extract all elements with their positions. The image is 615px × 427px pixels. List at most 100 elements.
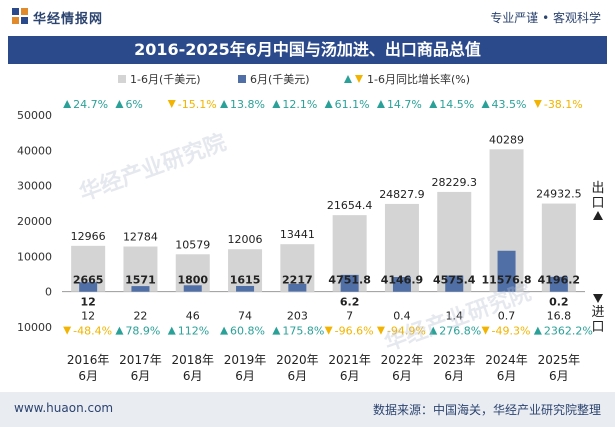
export-monthly-label: 1800	[177, 274, 208, 287]
export-growth-label: 14.5%	[439, 98, 474, 111]
export-cumulative-label: 24932.5	[536, 188, 582, 201]
import-growth-label: 60.8%	[230, 325, 265, 338]
growth-up-arrow-icon	[63, 100, 72, 108]
growth-up-arrow-icon	[429, 100, 438, 108]
export-monthly-bar	[131, 286, 150, 292]
export-growth-label: 13.8%	[230, 98, 265, 111]
import-cumulative-label: 1.4	[446, 310, 464, 323]
import-growth-label: 175.8%	[282, 325, 324, 338]
export-growth-label: -38.1%	[544, 98, 583, 111]
export-cumulative-bar	[437, 191, 472, 292]
y-tick-label: 10000	[17, 321, 52, 334]
legend-swatch-monthly	[238, 75, 246, 83]
x-tick-label: 6月	[183, 369, 203, 383]
export-growth-label: 6%	[125, 98, 142, 111]
data-source: 数据来源：中国海关，华经产业研究院整理	[372, 403, 601, 417]
export-monthly-label: 4751.8	[328, 274, 370, 287]
import-growth-label: 112%	[178, 325, 209, 338]
y-tick-label: 30000	[17, 180, 52, 193]
growth-up-arrow-icon	[220, 100, 229, 108]
import-cumulative-label: 46	[186, 310, 200, 323]
export-monthly-bar	[549, 276, 568, 292]
growth-up-arrow-icon	[272, 100, 281, 108]
legend-swatch-cumulative	[118, 75, 126, 83]
import-growth-label: 2362.2%	[544, 325, 593, 338]
x-tick-label: 6月	[444, 369, 464, 383]
export-cumulative-bar	[123, 246, 158, 292]
x-tick-label: 2023年	[433, 353, 476, 367]
legend-up-arrow-icon	[344, 75, 352, 83]
export-cumulative-label: 21654.4	[327, 199, 373, 212]
growth-down-arrow-icon	[533, 100, 542, 108]
import-side-label: 口	[591, 320, 604, 335]
import-growth-label: -96.6%	[335, 325, 374, 338]
footer: www.huaon.com 数据来源：中国海关，华经产业研究院整理	[0, 392, 615, 427]
export-cumulative-label: 12006	[228, 233, 263, 246]
x-tick-label: 6月	[497, 369, 517, 383]
export-monthly-bar	[340, 274, 359, 292]
import-cumulative-label: 16.8	[547, 310, 572, 323]
export-monthly-label: 4575.4	[433, 274, 476, 287]
x-tick-label: 2022年	[381, 353, 424, 367]
export-growth-label: 61.1%	[335, 98, 370, 111]
legend-label-cumulative: 1-6月(千美元)	[130, 73, 201, 86]
growth-up-arrow-icon	[324, 100, 333, 108]
export-side-label: 口	[591, 196, 604, 211]
export-cumulative-label: 40289	[489, 133, 524, 146]
x-tick-label: 6月	[549, 369, 569, 383]
legend-label-monthly: 6月(千美元)	[250, 73, 310, 86]
growth-up-arrow-icon	[272, 326, 281, 335]
export-monthly-bar	[236, 285, 255, 292]
export-cumulative-label: 24827.9	[379, 188, 425, 201]
x-tick-label: 2019年	[224, 353, 267, 367]
growth-up-arrow-icon	[220, 326, 229, 335]
y-tick-label: 40000	[17, 144, 52, 157]
growth-down-arrow-icon	[481, 326, 490, 335]
x-tick-label: 2025年	[538, 353, 581, 367]
x-tick-label: 6月	[288, 369, 308, 383]
y-tick-label: 10000	[17, 250, 52, 263]
x-tick-label: 6月	[131, 369, 151, 383]
import-monthly-label: 6.2	[340, 296, 360, 309]
export-monthly-label: 11576.8	[481, 274, 531, 287]
export-monthly-bar	[288, 283, 307, 292]
export-monthly-bar	[183, 285, 202, 292]
growth-up-arrow-icon	[115, 100, 124, 108]
growth-up-arrow-icon	[115, 326, 124, 335]
export-growth-label: 24.7%	[73, 98, 108, 111]
x-tick-label: 2017年	[119, 353, 162, 367]
y-tick-label: 20000	[17, 215, 52, 228]
import-cumulative-label: 22	[133, 310, 147, 323]
import-growth-label: -94.9%	[387, 325, 426, 338]
export-cumulative-label: 10579	[175, 238, 210, 251]
export-cumulative-bar	[228, 249, 263, 292]
x-tick-label: 2021年	[328, 353, 371, 367]
growth-up-arrow-icon	[533, 326, 542, 335]
x-tick-label: 6月	[235, 369, 255, 383]
import-cumulative-label: 0.4	[393, 310, 411, 323]
legend-down-arrow-icon	[355, 75, 363, 83]
import-growth-label: -49.3%	[492, 325, 531, 338]
export-cumulative-label: 13441	[280, 228, 315, 241]
x-tick-label: 2016年	[67, 353, 110, 367]
export-monthly-label: 2217	[282, 274, 313, 287]
export-cumulative-bar	[280, 244, 315, 292]
export-cumulative-label: 28229.3	[432, 176, 478, 189]
top-bar: 华经情报网 专业严谨 • 客观科学	[0, 0, 615, 34]
export-monthly-label: 4196.2	[538, 274, 580, 287]
export-monthly-label: 1615	[230, 274, 261, 287]
growth-up-arrow-icon	[429, 326, 438, 335]
export-cumulative-label: 12966	[71, 230, 106, 243]
x-tick-label: 2024年	[485, 353, 528, 367]
import-cumulative-label: 0.7	[498, 310, 516, 323]
export-growth-label: -15.1%	[178, 98, 217, 111]
growth-down-arrow-icon	[167, 100, 176, 108]
import-cumulative-label: 74	[238, 310, 252, 323]
export-side-label: 出	[591, 181, 604, 196]
import-cumulative-bar	[280, 291, 315, 293]
website-link[interactable]: www.huaon.com	[14, 401, 114, 415]
growth-down-arrow-icon	[376, 326, 385, 335]
import-monthly-label: 12	[80, 296, 95, 309]
x-tick-label: 6月	[392, 369, 412, 383]
y-tick-label: 0	[45, 286, 52, 299]
